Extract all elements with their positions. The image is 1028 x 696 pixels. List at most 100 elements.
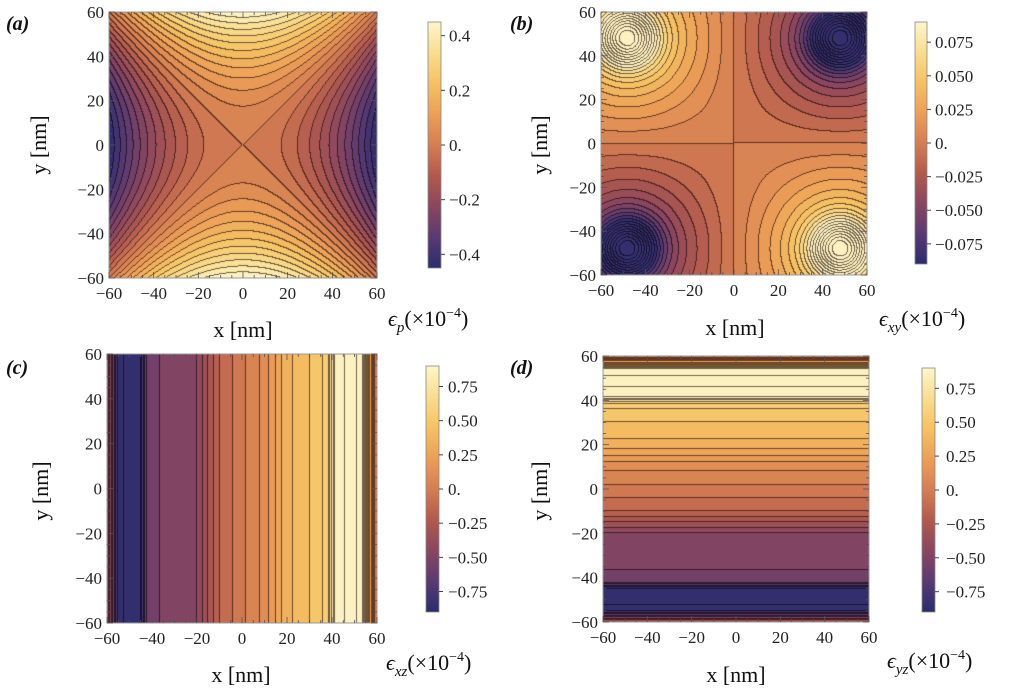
y-tick-label: 0 xyxy=(588,135,597,154)
x-tick-label: 40 xyxy=(324,629,341,648)
y-tick-label: −40 xyxy=(77,225,104,244)
colorbar-tick-label: 0. xyxy=(946,481,959,500)
x-tick-label: −20 xyxy=(184,629,211,648)
x-tick-label: −40 xyxy=(634,628,661,647)
x-tick-label: 40 xyxy=(814,281,831,300)
x-tick-label: 0 xyxy=(239,284,248,303)
y-tick-label: −20 xyxy=(569,178,596,197)
x-tick-label: −20 xyxy=(676,281,703,300)
colorbar-tick-label: 0.75 xyxy=(448,378,478,397)
colorbar-tick-label: 0.50 xyxy=(946,413,976,432)
colorbar-tick-label: 0. xyxy=(935,134,948,153)
y-axis-label: y [nm] xyxy=(527,115,552,174)
x-tick-label: −60 xyxy=(588,281,615,300)
x-tick-label: 60 xyxy=(369,629,386,648)
y-tick-label: 60 xyxy=(579,3,596,22)
y-tick-label: −40 xyxy=(571,569,598,588)
x-tick-label: −20 xyxy=(185,284,212,303)
x-tick-label: 20 xyxy=(279,629,296,648)
colorbar-label: ϵxz(×10−4) xyxy=(386,650,471,680)
colorbar-d xyxy=(922,368,935,612)
colorbar-label: ϵp(×10−4) xyxy=(388,306,468,336)
y-axis-label: y [nm] xyxy=(527,461,552,520)
y-tick-label: −60 xyxy=(75,614,102,633)
colorbar-tick-label: 0.25 xyxy=(448,446,478,465)
colorbar-tick-label: 0.075 xyxy=(935,33,973,52)
y-tick-label: −20 xyxy=(77,180,104,199)
heatmap-a xyxy=(109,12,377,278)
y-tick-label: 40 xyxy=(581,391,598,410)
x-tick-label: 20 xyxy=(279,284,296,303)
colorbar-tick-label: −0.25 xyxy=(946,515,985,534)
y-tick-label: −40 xyxy=(75,569,102,588)
y-tick-label: −40 xyxy=(569,222,596,241)
x-tick-label: 60 xyxy=(859,281,876,300)
x-tick-label: −40 xyxy=(140,284,167,303)
x-tick-label: 0 xyxy=(730,281,739,300)
x-tick-label: 40 xyxy=(324,284,341,303)
y-tick-label: 60 xyxy=(581,347,598,366)
x-tick-label: 0 xyxy=(732,628,741,647)
colorbar-tick-label: 0.050 xyxy=(935,67,973,86)
colorbar-tick-label: 0. xyxy=(449,136,462,155)
colorbar-tick-label: 0.50 xyxy=(448,412,478,431)
x-axis-label: x [nm] xyxy=(706,662,765,687)
colorbar-tick-label: −0.75 xyxy=(448,583,487,602)
colorbar-tick-label: 0. xyxy=(448,480,461,499)
x-tick-label: −20 xyxy=(678,628,705,647)
panel-label: (d) xyxy=(510,357,533,379)
x-axis-label: x [nm] xyxy=(211,662,270,687)
colorbar-tick-label: −0.2 xyxy=(449,191,480,210)
y-tick-label: 40 xyxy=(87,47,104,66)
y-tick-label: 40 xyxy=(579,47,596,66)
x-tick-label: −60 xyxy=(590,628,617,647)
y-tick-label: −20 xyxy=(571,524,598,543)
colorbar-tick-label: −0.4 xyxy=(449,245,480,264)
x-tick-label: 0 xyxy=(238,629,247,648)
y-tick-label: −60 xyxy=(569,266,596,285)
colorbar-tick-label: −0.025 xyxy=(935,168,983,187)
x-tick-label: −40 xyxy=(632,281,659,300)
colorbar-tick-label: −0.50 xyxy=(448,548,487,567)
colorbar-tick-label: 0.4 xyxy=(449,27,471,46)
y-tick-label: 0 xyxy=(590,480,599,499)
colorbar-c xyxy=(426,366,439,612)
y-axis-label: y [nm] xyxy=(28,461,53,520)
y-tick-label: −20 xyxy=(75,524,102,543)
y-tick-label: −60 xyxy=(77,269,104,288)
y-tick-label: 20 xyxy=(581,436,598,455)
x-axis-label: x [nm] xyxy=(213,317,272,342)
heatmap-b xyxy=(601,12,867,275)
y-tick-label: 20 xyxy=(579,91,596,110)
colorbar-label: ϵxy(×10−4) xyxy=(879,306,965,336)
y-tick-label: 0 xyxy=(96,136,105,155)
colorbar-tick-label: −0.75 xyxy=(946,583,985,602)
x-tick-label: −40 xyxy=(139,629,166,648)
panel-label: (a) xyxy=(6,13,29,35)
x-axis-label: x [nm] xyxy=(705,315,764,340)
colorbar-tick-label: 0.25 xyxy=(946,447,976,466)
colorbar-label: ϵyz(×10−4) xyxy=(887,648,972,678)
y-tick-label: −60 xyxy=(571,613,598,632)
colorbar-tick-label: 0.025 xyxy=(935,100,973,119)
panel-label: (b) xyxy=(510,13,533,35)
y-tick-label: 0 xyxy=(94,480,103,499)
heatmap-c xyxy=(107,354,377,623)
colorbar-tick-label: −0.50 xyxy=(946,549,985,568)
x-tick-label: 40 xyxy=(816,628,833,647)
colorbar-a xyxy=(428,22,441,268)
x-tick-label: −60 xyxy=(94,629,121,648)
colorbar-tick-label: 0.75 xyxy=(946,379,976,398)
colorbar-tick-label: −0.075 xyxy=(935,235,983,254)
y-tick-label: 60 xyxy=(85,345,102,364)
x-tick-label: 20 xyxy=(770,281,787,300)
y-tick-label: 20 xyxy=(87,92,104,111)
x-tick-label: −60 xyxy=(96,284,123,303)
y-tick-label: 40 xyxy=(85,390,102,409)
y-axis-label: y [nm] xyxy=(26,115,51,174)
x-tick-label: 60 xyxy=(369,284,386,303)
colorbar-tick-label: −0.25 xyxy=(448,514,487,533)
panel-label: (c) xyxy=(6,357,28,379)
colorbar-tick-label: −0.050 xyxy=(935,201,983,220)
